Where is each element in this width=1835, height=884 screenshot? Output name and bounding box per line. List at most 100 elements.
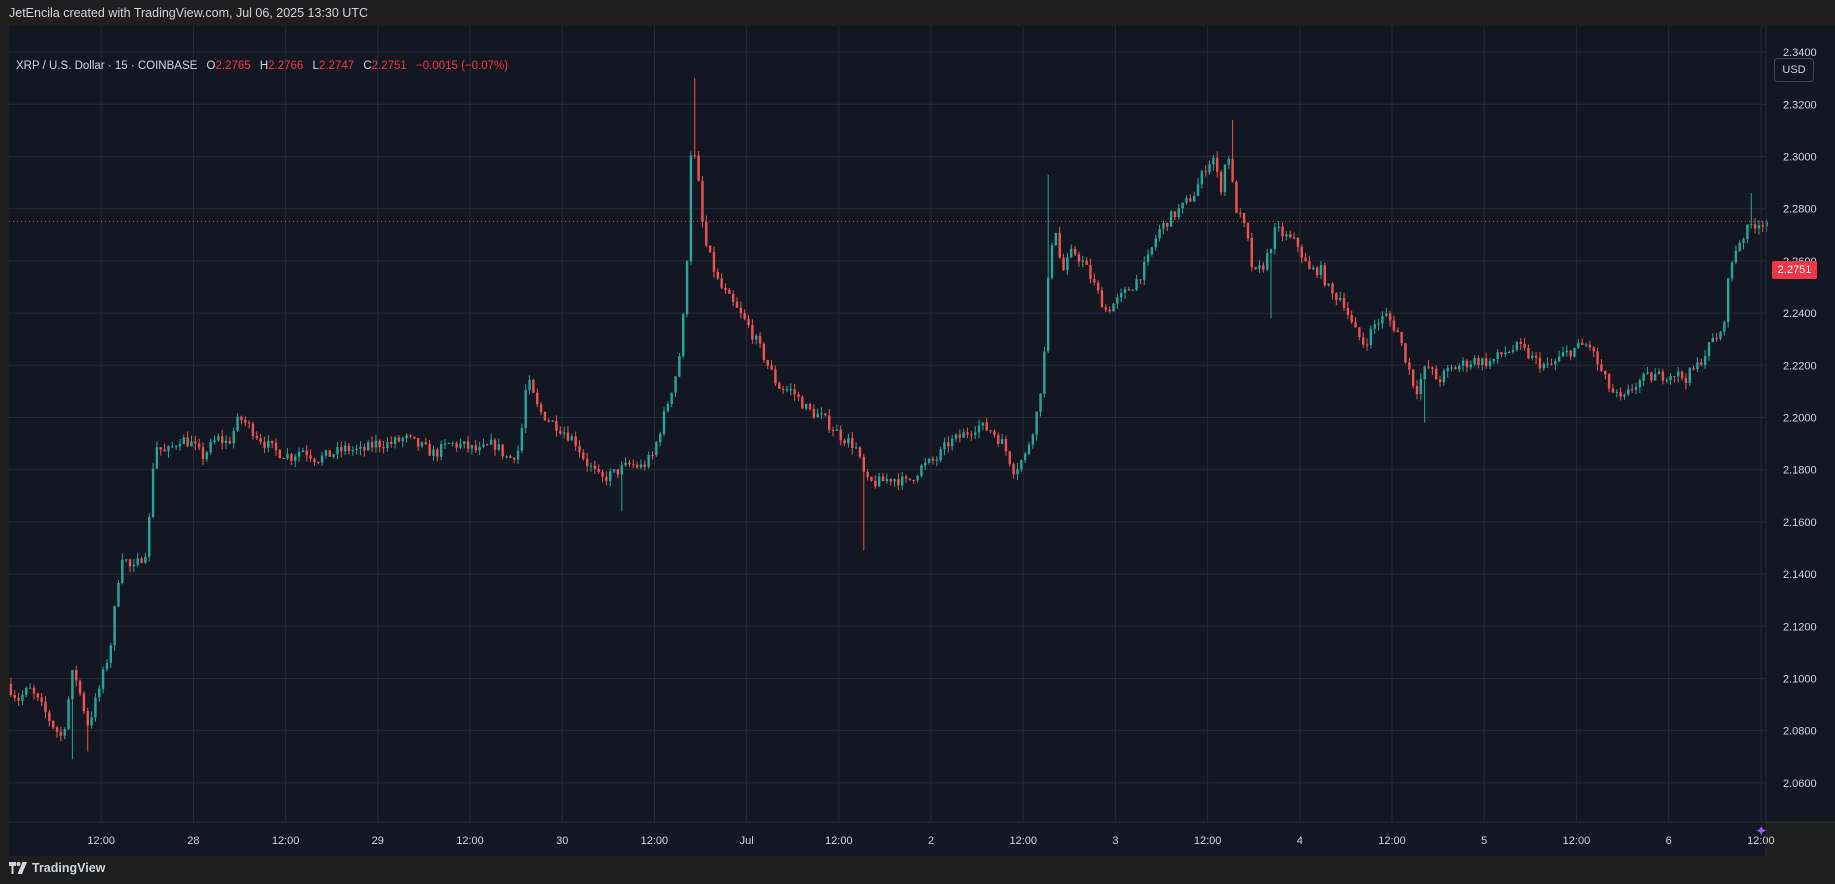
candle-body — [793, 389, 796, 395]
candle-body — [1488, 361, 1492, 367]
candle-body — [1323, 265, 1326, 286]
candle-body — [1627, 389, 1630, 395]
chart-legend[interactable]: XRP / U.S. Dollar · 15 · COINBASE O2.276… — [16, 60, 508, 72]
candle-body — [1342, 298, 1346, 309]
candle-body — [190, 441, 193, 447]
candle-body — [755, 335, 758, 340]
price-chart[interactable]: 2.0600 2.0800 2.1000 2.1200 2.1400 2.1600 2.18… — [0, 26, 1835, 856]
candle-body — [1753, 224, 1757, 229]
candle-body — [382, 447, 385, 449]
tradingview-brand[interactable]: TradingView — [9, 861, 105, 875]
candle-body — [1746, 224, 1749, 240]
time-scale[interactable] — [9, 822, 1766, 856]
candle-body — [1292, 237, 1296, 239]
candle-body — [1700, 362, 1703, 366]
candles — [9, 78, 1768, 760]
candle-body — [240, 416, 243, 420]
candle-body — [1757, 225, 1761, 229]
low-label: L — [312, 60, 319, 72]
candle-body — [1673, 376, 1676, 378]
attribution-text: JetEncila created with TradingView.com, … — [9, 6, 368, 20]
time-tick-label: 12:00 — [1378, 835, 1406, 847]
currency-button[interactable]: USD — [1774, 58, 1814, 82]
candle-body — [244, 419, 247, 423]
candle-body — [651, 455, 654, 457]
candle-body — [551, 420, 554, 422]
price-scale[interactable] — [1766, 26, 1835, 822]
candle-body — [720, 278, 723, 288]
time-tick-label: 2 — [928, 835, 934, 847]
candle-body — [1177, 208, 1181, 218]
symbol-title[interactable]: XRP / U.S. Dollar · 15 · COINBASE — [16, 60, 198, 72]
candle-body — [601, 471, 604, 477]
candle-body — [1734, 250, 1738, 263]
candle-body — [1588, 344, 1592, 348]
candle-body — [1300, 246, 1303, 258]
candle-body — [78, 680, 82, 694]
candle-body — [217, 436, 220, 441]
candle-body — [1362, 337, 1365, 345]
candle-body — [1196, 184, 1200, 197]
candle-body — [1607, 374, 1611, 389]
time-tick-label: 28 — [187, 835, 199, 847]
candle-body — [1181, 202, 1184, 209]
candle-body — [228, 440, 232, 444]
candle-body — [539, 404, 543, 412]
candle-body — [151, 468, 155, 517]
sparkle-icon[interactable]: ✦ — [1755, 823, 1768, 840]
plot-area[interactable] — [9, 26, 1766, 822]
candle-body — [401, 438, 404, 442]
price-tick-label: 2.0600 — [1783, 778, 1817, 790]
candle-body — [624, 462, 627, 466]
candle-body — [194, 441, 197, 444]
candle-body — [1580, 342, 1584, 345]
close-label: C — [363, 60, 372, 72]
candle-body — [159, 447, 162, 450]
candle-body — [294, 456, 297, 461]
price-tick-label: 2.3400 — [1783, 47, 1817, 59]
candle-body — [1023, 453, 1027, 461]
candle-body — [282, 458, 285, 460]
candle-body — [1657, 371, 1661, 375]
candle-body — [297, 451, 301, 457]
candle-body — [397, 437, 401, 442]
candle-body — [520, 428, 524, 451]
price-tick-label: 2.1000 — [1783, 673, 1817, 685]
candle-body — [1150, 247, 1154, 255]
candle-body — [993, 431, 996, 436]
candle-body — [1504, 352, 1507, 355]
candle-body — [597, 468, 600, 472]
candle-body — [367, 442, 370, 451]
candle-body — [708, 245, 712, 253]
time-tick-label: 29 — [372, 835, 384, 847]
chart-attribution: JetEncila created with TradingView.com, … — [0, 0, 1835, 26]
candle-body — [474, 445, 477, 451]
price-tick-label: 2.1200 — [1783, 621, 1817, 633]
candle-body — [439, 444, 443, 457]
price-tick-label: 2.1400 — [1783, 569, 1817, 581]
candle-body — [1073, 248, 1077, 255]
chart-frame[interactable]: 2.0600 2.0800 2.1000 2.1200 2.1400 2.1600 2.18… — [0, 26, 1835, 856]
price-tick-label: 2.2800 — [1783, 204, 1817, 216]
price-tick-label: 2.3000 — [1783, 151, 1817, 163]
candle-body — [612, 469, 616, 472]
candle-body — [1058, 232, 1061, 258]
candle-body — [363, 446, 366, 451]
candle-body — [1127, 289, 1131, 291]
candle-body — [489, 439, 493, 445]
candle-body — [728, 290, 731, 294]
candle-body — [758, 335, 762, 344]
candle-body — [1680, 371, 1684, 379]
candle-body — [1515, 342, 1519, 350]
candle-body — [378, 440, 381, 448]
candle-body — [124, 559, 128, 561]
candle-body — [1565, 350, 1569, 353]
candle-body — [25, 687, 28, 695]
candle-body — [1707, 342, 1711, 357]
candle-body — [209, 441, 212, 453]
candle-body — [455, 442, 458, 448]
candle-body — [1139, 279, 1142, 281]
candle-body — [632, 464, 635, 466]
candle-body — [1242, 213, 1246, 224]
candle-body — [712, 252, 716, 272]
